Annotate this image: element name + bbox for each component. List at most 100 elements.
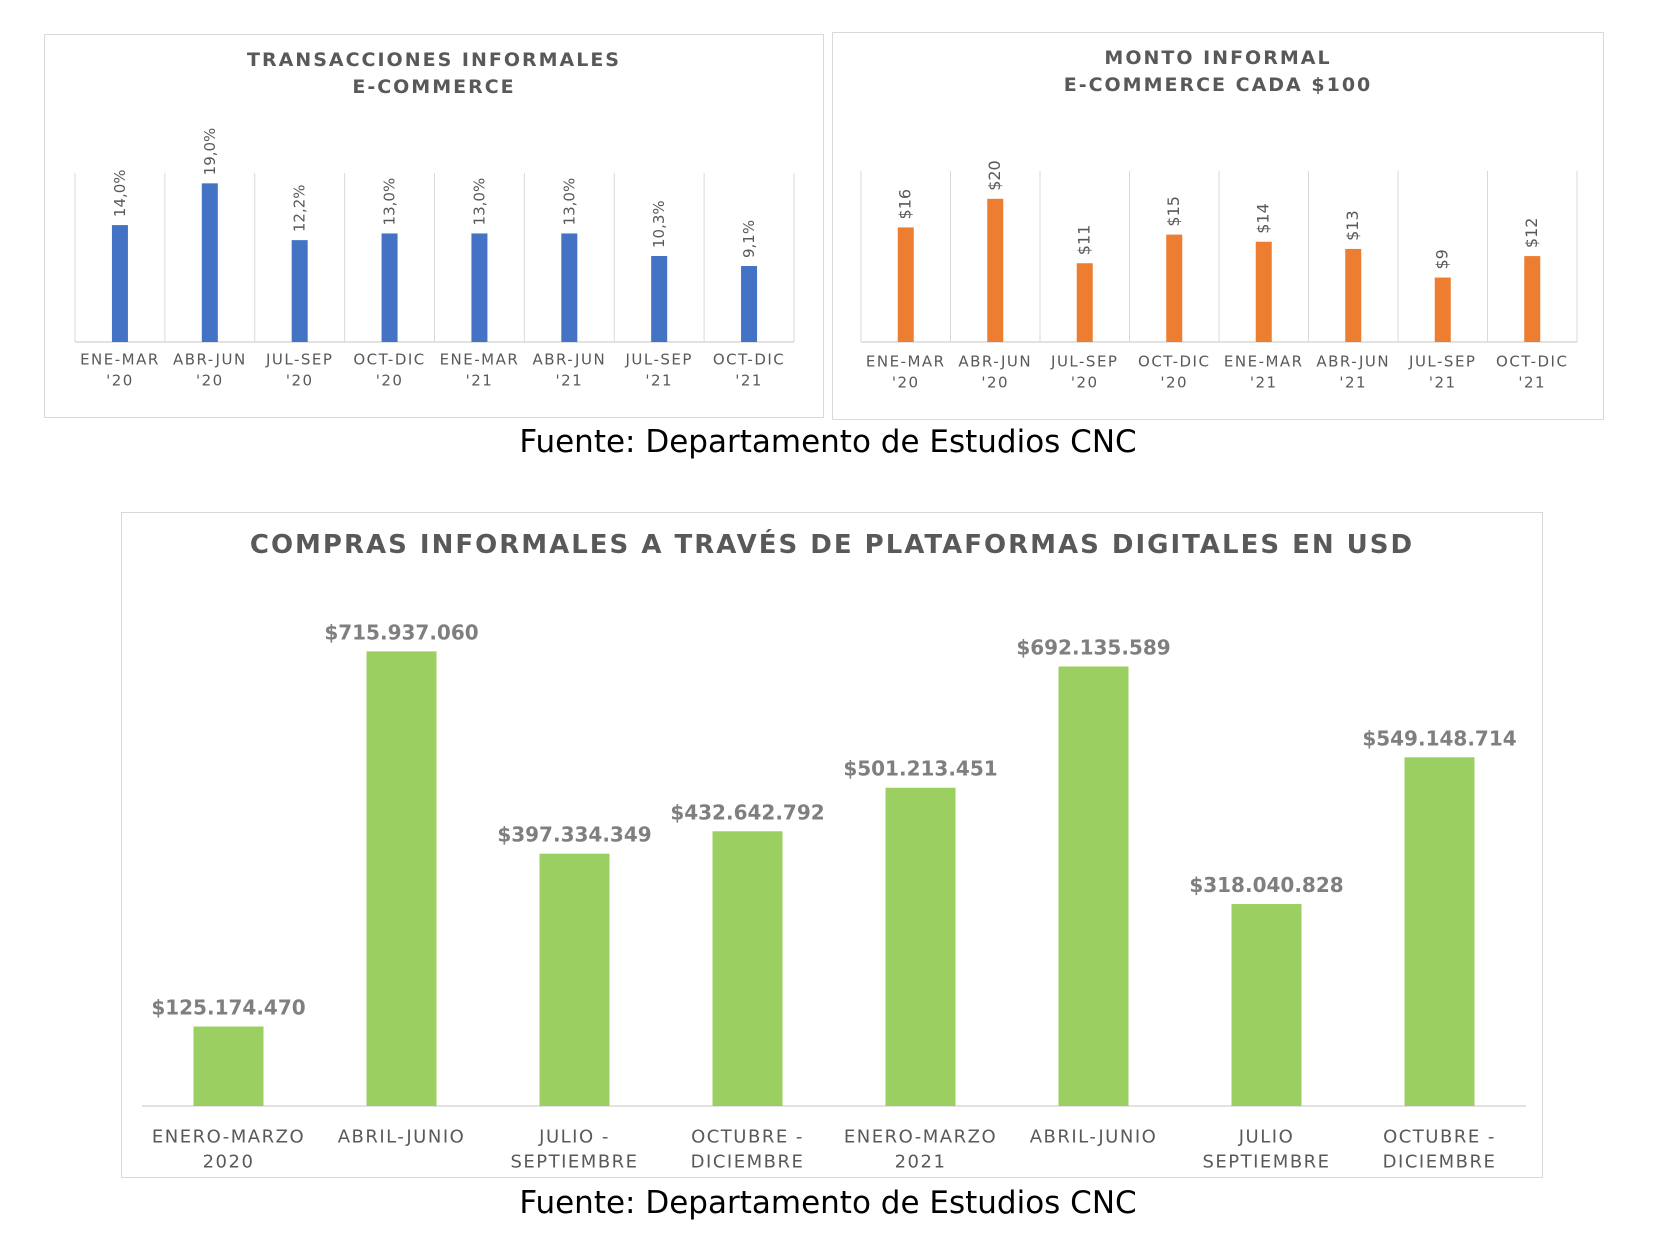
bar <box>1058 666 1129 1106</box>
chart-transacciones: 14,0% ENE-MAR '20 19,0% ABR-JUN '20 12,2% JUL-S… <box>74 128 795 389</box>
category-label: '21 <box>555 371 583 389</box>
category-label: OCT-DIC <box>1496 352 1568 370</box>
data-label: 13,0% <box>470 178 488 226</box>
data-label: $11 <box>1075 225 1094 256</box>
category-label: '20 <box>1071 373 1099 391</box>
category-label: '21 <box>645 371 673 389</box>
data-label: 14,0% <box>111 169 129 217</box>
bar <box>897 227 914 342</box>
category-label: 2020 <box>203 1151 255 1172</box>
category-label: '20 <box>981 373 1009 391</box>
category-label: ABR-JUN <box>532 350 606 368</box>
bar <box>366 651 437 1106</box>
chart-monto: $16 ENE-MAR '20 $20 ABR-JUN '20 $11 JUL-SEP '20 $… <box>860 160 1578 391</box>
category-label: ABR-JUN <box>1316 352 1390 370</box>
bar <box>1255 241 1272 342</box>
category-label: '20 <box>1160 373 1188 391</box>
data-label: 9,1% <box>740 220 758 258</box>
bar <box>712 831 783 1106</box>
data-label: $9 <box>1433 249 1452 269</box>
category-label: '20 <box>892 373 920 391</box>
category-label: ABR-JUN <box>173 350 247 368</box>
bar <box>1166 234 1183 342</box>
data-label: $15 <box>1164 196 1183 227</box>
category-label: OCTUBRE - <box>1383 1126 1496 1147</box>
data-label: $692.135.589 <box>1016 635 1170 659</box>
bar <box>1076 263 1093 342</box>
category-label: ABRIL-JUNIO <box>1030 1126 1158 1147</box>
bar <box>201 183 218 342</box>
source-note-bottom: Fuente: Departamento de Estudios CNC <box>519 1185 1137 1221</box>
category-label: '20 <box>196 371 224 389</box>
chart-title-transacciones: TRANSACCIONES INFORMALES E-COMMERCE <box>247 49 621 98</box>
chart-title-compras: COMPRAS INFORMALES A TRAVÉS DE PLATAFORM… <box>249 530 1415 560</box>
category-label: ABR-JUN <box>958 352 1032 370</box>
data-label: 12,2% <box>291 184 309 232</box>
category-label: '21 <box>1250 373 1278 391</box>
bar <box>111 225 128 342</box>
category-label: OCT-DIC <box>713 350 785 368</box>
data-label: 13,0% <box>381 178 399 226</box>
bar <box>291 240 308 342</box>
source-note-top: Fuente: Departamento de Estudios CNC <box>519 424 1137 460</box>
chart-title-monto: MONTO INFORMAL E-COMMERCE CADA $100 <box>1063 47 1373 96</box>
category-label: JULIO - <box>538 1126 610 1147</box>
data-label: $715.937.060 <box>324 620 478 644</box>
bar <box>1404 757 1475 1106</box>
data-label: $432.642.792 <box>670 800 824 824</box>
data-label: $549.148.714 <box>1362 726 1516 750</box>
category-label: '21 <box>735 371 763 389</box>
category-label: ENERO-MARZO <box>152 1126 305 1147</box>
data-label: 19,0% <box>201 128 219 176</box>
category-label: JULIO <box>1238 1126 1295 1147</box>
category-label: ABRIL-JUNIO <box>338 1126 466 1147</box>
bar <box>471 233 488 342</box>
chart-compras: $125.174.470 ENERO-MARZO 2020 $715.937.060 A… <box>142 620 1526 1172</box>
bar <box>1434 277 1451 342</box>
data-label: $125.174.470 <box>151 996 305 1020</box>
data-label: $16 <box>896 189 915 220</box>
bar <box>1524 256 1541 342</box>
category-label: JUL-SEP <box>265 350 333 368</box>
category-label: OCTUBRE - <box>691 1126 804 1147</box>
category-label: JUL-SEP <box>1050 352 1118 370</box>
category-label: '21 <box>1518 373 1546 391</box>
bar <box>741 266 758 342</box>
bar <box>987 198 1004 342</box>
category-label: '21 <box>466 371 494 389</box>
category-label: DICIEMBRE <box>691 1151 805 1172</box>
data-label: $20 <box>985 160 1004 191</box>
bar <box>1231 904 1302 1106</box>
category-label: SEPTIEMBRE <box>1202 1151 1330 1172</box>
category-label: ENERO-MARZO <box>844 1126 997 1147</box>
data-label: $318.040.828 <box>1189 873 1343 897</box>
category-label: OCT-DIC <box>353 350 425 368</box>
data-label: $13 <box>1343 210 1362 241</box>
category-label: '21 <box>1339 373 1367 391</box>
bar <box>561 233 578 342</box>
category-label: '21 <box>1429 373 1457 391</box>
data-label: $14 <box>1254 203 1273 234</box>
category-label: ENE-MAR <box>80 350 160 368</box>
category-label: DICIEMBRE <box>1383 1151 1497 1172</box>
category-label: SEPTIEMBRE <box>510 1151 638 1172</box>
bar <box>193 1026 264 1106</box>
bar <box>1345 248 1362 342</box>
bar <box>381 233 398 342</box>
bar <box>885 787 956 1106</box>
data-label: $397.334.349 <box>497 823 651 847</box>
chart-panel-monto: MONTO INFORMAL E-COMMERCE CADA $100 $16 E… <box>832 32 1604 420</box>
category-label: ENE-MAR <box>440 350 520 368</box>
category-label: '20 <box>376 371 404 389</box>
category-label: '20 <box>106 371 134 389</box>
category-label: ENE-MAR <box>866 352 946 370</box>
category-label: JUL-SEP <box>1408 352 1476 370</box>
category-label: 2021 <box>895 1151 947 1172</box>
bar <box>651 255 668 342</box>
chart-panel-transacciones: TRANSACCIONES INFORMALES E-COMMERCE 14,0… <box>44 34 824 418</box>
data-label: 13,0% <box>560 178 578 226</box>
category-label: '20 <box>286 371 314 389</box>
category-label: JUL-SEP <box>624 350 692 368</box>
bar <box>539 853 610 1106</box>
data-label: $501.213.451 <box>843 757 997 781</box>
